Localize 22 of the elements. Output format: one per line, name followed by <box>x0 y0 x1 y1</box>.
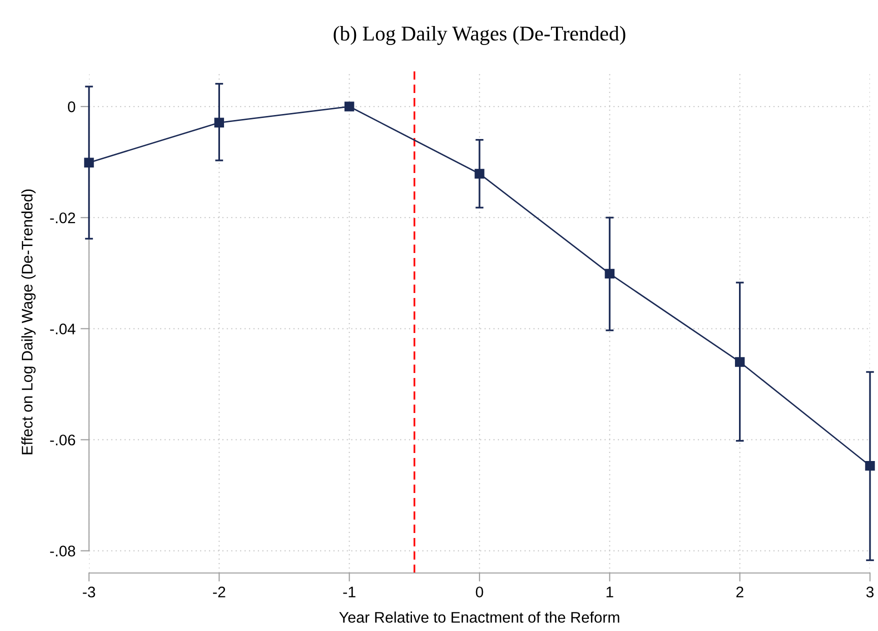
x-tick-label: -3 <box>82 586 96 598</box>
point <box>734 357 745 367</box>
x-tick-label: -2 <box>213 586 226 598</box>
y-tick-label: 0 <box>68 101 76 112</box>
y-tick-label: -.06 <box>50 434 76 446</box>
chart-title: (b) Log Daily Wages (De-Trended) <box>334 26 626 45</box>
y-axis-title: Effect on Log Daily Wage (De-Trended) <box>21 189 36 454</box>
x-tick-label: 2 <box>736 586 744 598</box>
x-axis-title: Year Relative to Enactment of the Reform <box>339 612 620 623</box>
point <box>865 460 875 471</box>
point <box>604 268 615 279</box>
x-tick-label: 3 <box>866 586 874 598</box>
point <box>84 158 94 168</box>
point <box>214 118 224 128</box>
point <box>344 102 354 112</box>
x-tick-label: 0 <box>476 586 484 598</box>
y-tick-label: -.08 <box>50 546 76 556</box>
point <box>474 168 484 179</box>
y-tick-label: -.02 <box>50 212 76 224</box>
y-tick-label: -.04 <box>50 324 76 334</box>
x-tick-label: 1 <box>606 586 614 598</box>
x-tick-label: -1 <box>343 586 356 598</box>
